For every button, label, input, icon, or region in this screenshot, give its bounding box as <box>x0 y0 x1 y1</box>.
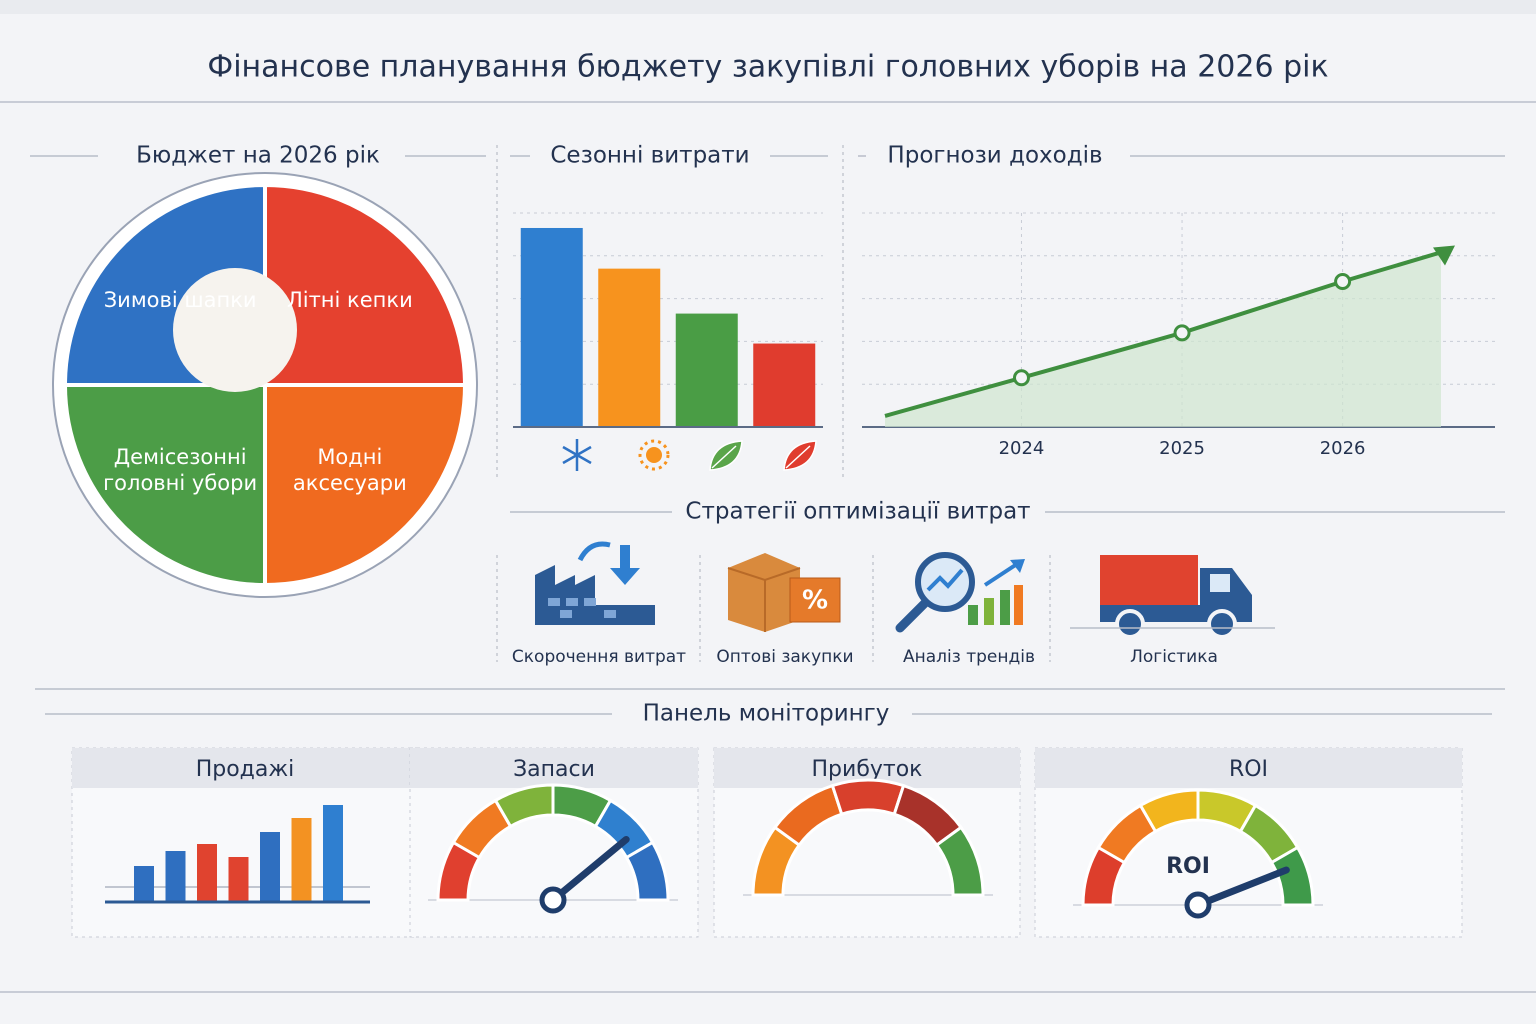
mini-bar <box>134 866 154 902</box>
gauge-label: ROI <box>1166 854 1210 879</box>
mini-bar <box>228 857 249 902</box>
slice-label: Літні кепки <box>286 288 413 313</box>
point <box>1334 272 1352 290</box>
bar <box>520 227 583 427</box>
percent-icon: % <box>802 586 828 616</box>
mini-bar <box>197 844 217 902</box>
pie-hole <box>173 268 297 392</box>
section-title: Прогнози доходів <box>887 143 1102 169</box>
panel-header <box>1035 748 1462 788</box>
box-icon: % <box>727 553 841 632</box>
mini-bar <box>260 832 280 902</box>
needle <box>549 835 630 904</box>
strategy-label: Аналіз трендів <box>903 647 1035 667</box>
section-title: Бюджет на 2026 рік <box>136 143 380 169</box>
mini-bar <box>165 851 186 902</box>
needle-hub <box>1184 891 1212 919</box>
pie-slice <box>263 383 468 588</box>
strategy-label: Скорочення витрат <box>512 647 686 667</box>
bar <box>598 268 661 427</box>
page-title: Фінансове планування бюджету закупівлі г… <box>207 50 1328 85</box>
gauge-segment <box>830 778 906 817</box>
section-title: Стратегії оптимізації витрат <box>685 499 1030 525</box>
truck-icon <box>1070 555 1275 639</box>
panel-header <box>410 748 698 788</box>
x-tick-label: 2025 <box>1159 438 1205 459</box>
leaf-icon <box>709 440 743 471</box>
slice-label: Демісезонні головні убори <box>103 444 258 495</box>
panel-title: Прибуток <box>812 757 923 782</box>
strategy-label: Логістика <box>1130 647 1218 667</box>
bar <box>675 313 738 427</box>
bar <box>753 343 816 427</box>
factory-icon <box>535 541 655 625</box>
section-title: Сезонні витрати <box>550 143 749 169</box>
snowflake-icon <box>562 439 592 471</box>
trend-extension <box>884 248 1448 418</box>
slice-label: Зимові шапки <box>103 288 257 313</box>
sun-icon <box>638 439 670 471</box>
section-title: Панель моніторингу <box>643 701 890 727</box>
point <box>1012 369 1030 387</box>
point <box>1173 324 1191 342</box>
area <box>885 253 1441 427</box>
panel-header <box>72 748 418 788</box>
pie-slice <box>62 383 267 588</box>
mini-bar <box>291 818 312 902</box>
strategy-label: Оптові закупки <box>716 647 853 667</box>
panel-title: Запаси <box>513 757 595 782</box>
needle-hub <box>539 886 567 914</box>
slice-label: Модні аксесуари <box>292 444 407 495</box>
gauge-segment <box>1269 845 1315 907</box>
pie-slice <box>263 182 468 387</box>
mini-bar <box>323 805 343 902</box>
panel-title: ROI <box>1229 757 1268 782</box>
arrow-head <box>1433 245 1455 266</box>
needle <box>1194 866 1290 909</box>
top-band <box>0 0 1536 14</box>
x-tick-label: 2026 <box>1320 438 1366 459</box>
header-lines <box>30 155 1505 715</box>
gauge-segment <box>934 825 985 897</box>
analysis-icon <box>895 552 1025 633</box>
x-tick-label: 2024 <box>999 438 1045 459</box>
panel-title: Продажі <box>196 757 295 782</box>
leaf-icon <box>783 440 817 471</box>
gauge-segment <box>624 840 670 902</box>
